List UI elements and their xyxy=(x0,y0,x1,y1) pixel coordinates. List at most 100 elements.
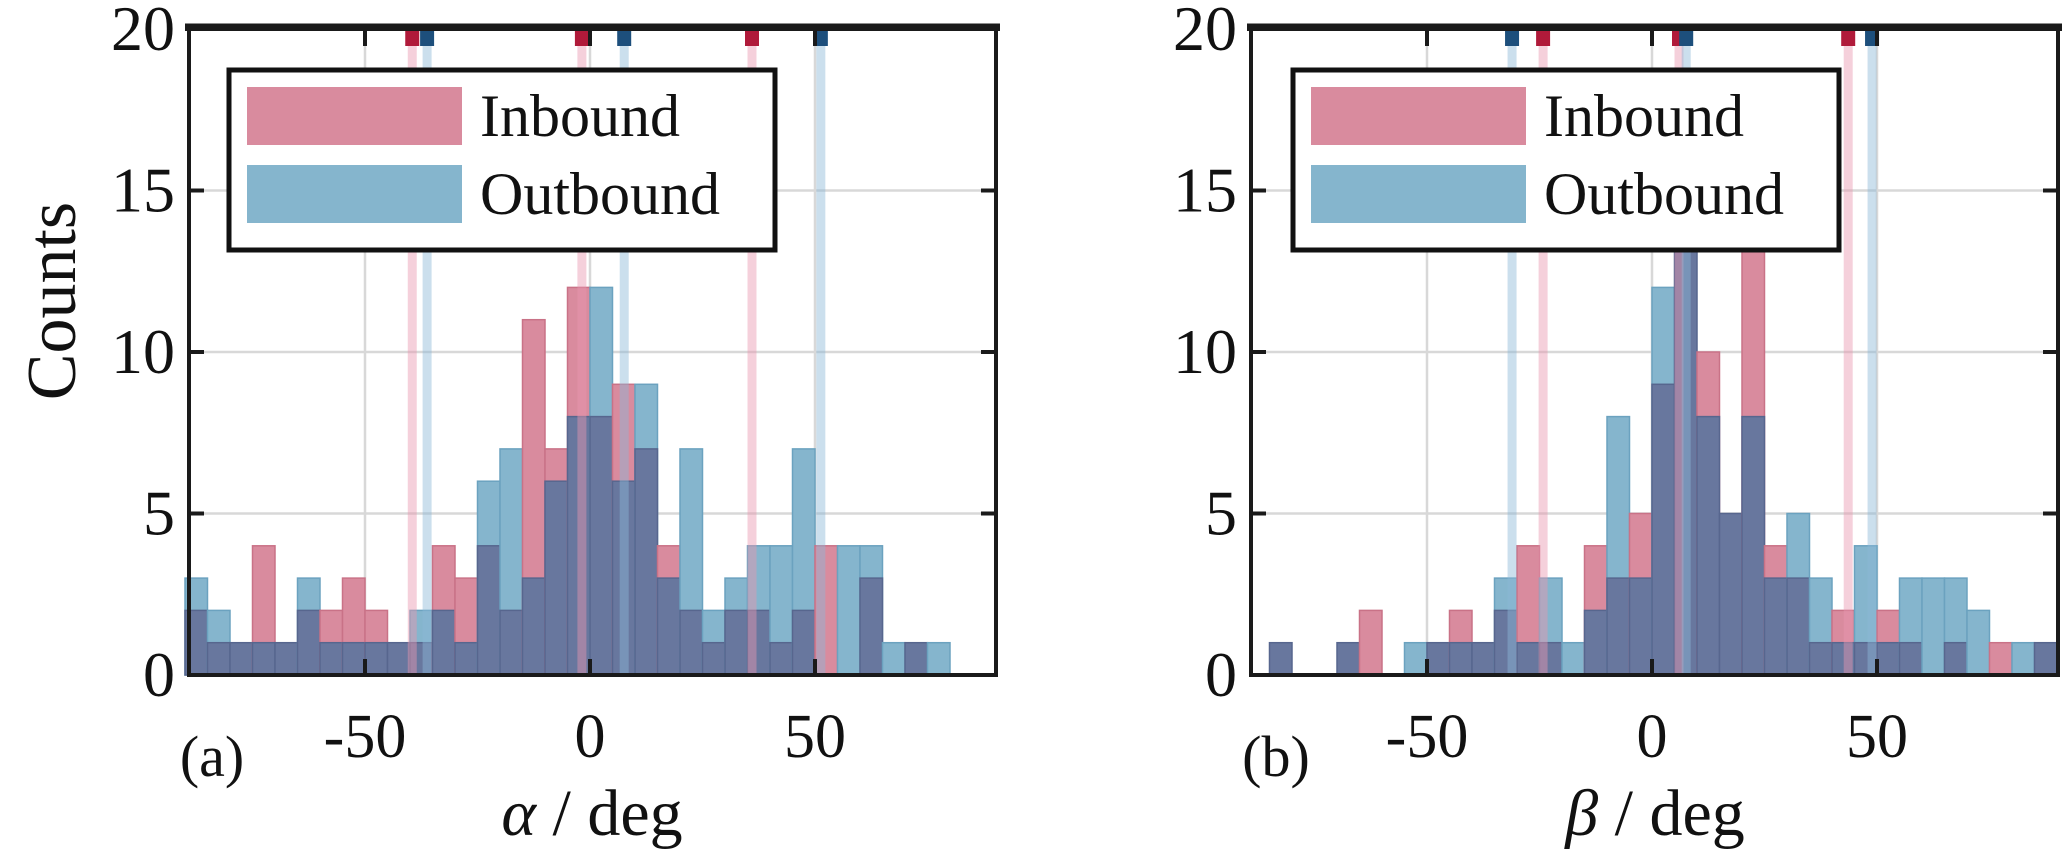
legend-label-outbound: Outbound xyxy=(1544,161,1784,227)
marker-line-outbound xyxy=(1681,31,1691,675)
histogram-bar-outbound xyxy=(1561,641,1586,676)
histogram-bar-overlap xyxy=(386,641,411,676)
x-tick-bottom xyxy=(1875,659,1879,675)
x-tick-top xyxy=(1875,31,1879,46)
legend-swatch-inbound xyxy=(247,87,462,145)
top-spine xyxy=(1247,23,2062,31)
y-tick-label: 20 xyxy=(1173,0,1237,64)
y-tick-left xyxy=(1251,188,1266,193)
y-tick-label: 0 xyxy=(143,639,175,710)
histogram-bar-overlap xyxy=(206,641,231,676)
x-tick-bottom xyxy=(813,659,817,675)
histogram-bar-overlap xyxy=(769,641,794,676)
histogram-bar-overlap xyxy=(274,641,299,676)
y-tick-label: 10 xyxy=(111,316,175,387)
x-axis-label-alpha: α / deg xyxy=(422,778,762,850)
marker-line-inbound xyxy=(1538,31,1548,675)
histogram-bar-overlap xyxy=(724,609,749,676)
y-tick-right xyxy=(2043,188,2058,193)
histogram-bar-overlap xyxy=(1943,641,1968,676)
histogram-bar-overlap xyxy=(431,609,456,676)
x-tick-label: 0 xyxy=(1637,703,1668,771)
y-tick-label: 10 xyxy=(1173,316,1237,387)
y-axis-label: Counts xyxy=(14,201,91,401)
histogram-bar-outbound xyxy=(1403,641,1428,676)
marker-square-outbound xyxy=(420,31,435,46)
marker-line-inbound xyxy=(577,31,587,675)
histogram-bar-inbound xyxy=(1358,609,1383,676)
y-tick-label: 15 xyxy=(1173,155,1237,226)
marker-line-inbound xyxy=(1674,31,1684,675)
histogram-bar-overlap xyxy=(701,641,726,676)
marker-square-inbound xyxy=(745,31,759,46)
histogram-bar-overlap xyxy=(589,415,614,676)
histogram-bar-overlap xyxy=(364,641,389,676)
alpha-symbol: α xyxy=(501,777,536,850)
y-tick-right xyxy=(2043,350,2058,354)
histogram-bar-overlap xyxy=(521,577,546,676)
x-tick-top xyxy=(1425,31,1429,46)
histogram-bar-overlap xyxy=(1516,641,1541,676)
beta-symbol: β xyxy=(1565,777,1599,850)
x-tick-bottom xyxy=(363,659,367,675)
histogram-bar-outbound xyxy=(2011,641,2036,676)
y-tick-right xyxy=(981,188,996,193)
top-spine xyxy=(185,23,1000,31)
y-tick-label: 20 xyxy=(111,0,175,64)
x-tick-top xyxy=(363,31,367,46)
marker-line-outbound xyxy=(1507,31,1517,675)
marker-square-outbound xyxy=(1679,31,1694,46)
x-tick-label: 0 xyxy=(575,703,606,771)
marker-line-inbound xyxy=(1843,31,1853,675)
y-tick-label: 5 xyxy=(1205,478,1237,549)
y-tick-right xyxy=(981,350,996,354)
histogram-bar-overlap xyxy=(1628,577,1653,676)
y-tick-label: 5 xyxy=(143,478,175,549)
histogram-bar-overlap xyxy=(2033,641,2058,676)
legend-swatch-outbound xyxy=(247,165,462,223)
histogram-bar-overlap xyxy=(634,448,659,676)
histogram-bar-overlap xyxy=(1696,415,1721,676)
histogram-bar-overlap xyxy=(1876,641,1901,676)
legend-label-inbound: Inbound xyxy=(480,83,680,149)
x-tick-label: 50 xyxy=(784,703,846,771)
histogram-bar-overlap xyxy=(1426,641,1451,676)
legend-label-inbound: Inbound xyxy=(1544,83,1744,149)
marker-line-inbound xyxy=(747,31,757,675)
histogram-bar-overlap xyxy=(229,641,254,676)
histogram-bar-overlap xyxy=(1786,577,1811,676)
histogram-bar-outbound xyxy=(926,641,951,676)
legend-swatch-outbound xyxy=(1311,165,1526,223)
histogram-bar-overlap xyxy=(544,480,569,676)
legend-label-outbound: Outbound xyxy=(480,161,720,227)
x-tick-top xyxy=(1650,31,1654,46)
x-tick-top xyxy=(813,31,817,46)
bottom-spine xyxy=(187,673,998,677)
histogram-bar-outbound xyxy=(836,545,861,676)
histogram-bar-overlap xyxy=(1471,641,1496,676)
histogram-bar-overlap xyxy=(1898,641,1923,676)
panel-tag-b: (b) xyxy=(1242,724,1310,789)
x-tick-label: 50 xyxy=(1846,703,1908,771)
y-tick-left xyxy=(1251,350,1266,354)
x-axis-label-units: / deg xyxy=(536,777,683,850)
marker-square-outbound xyxy=(617,31,632,46)
x-tick-bottom xyxy=(1650,659,1654,675)
panel-tag-a: (a) xyxy=(179,724,245,789)
histogram-bar-overlap xyxy=(1268,641,1293,676)
histogram-bar-overlap xyxy=(904,641,929,676)
x-tick-top xyxy=(588,31,592,46)
marker-square-inbound xyxy=(405,31,420,46)
marker-line-outbound xyxy=(422,31,432,675)
histogram-bar-overlap xyxy=(499,609,524,676)
histogram-bar-overlap xyxy=(1583,609,1608,676)
marker-square-outbound xyxy=(813,31,828,46)
histogram-bar-overlap xyxy=(341,641,366,676)
histogram-bar-overlap xyxy=(1651,383,1676,676)
marker-line-outbound xyxy=(816,31,826,675)
histogram-bar-overlap xyxy=(1448,641,1473,676)
histogram-bar-inbound xyxy=(1988,641,2013,676)
y-tick-left xyxy=(1251,511,1266,516)
marker-square-inbound xyxy=(574,31,589,46)
y-tick-left xyxy=(189,188,204,193)
